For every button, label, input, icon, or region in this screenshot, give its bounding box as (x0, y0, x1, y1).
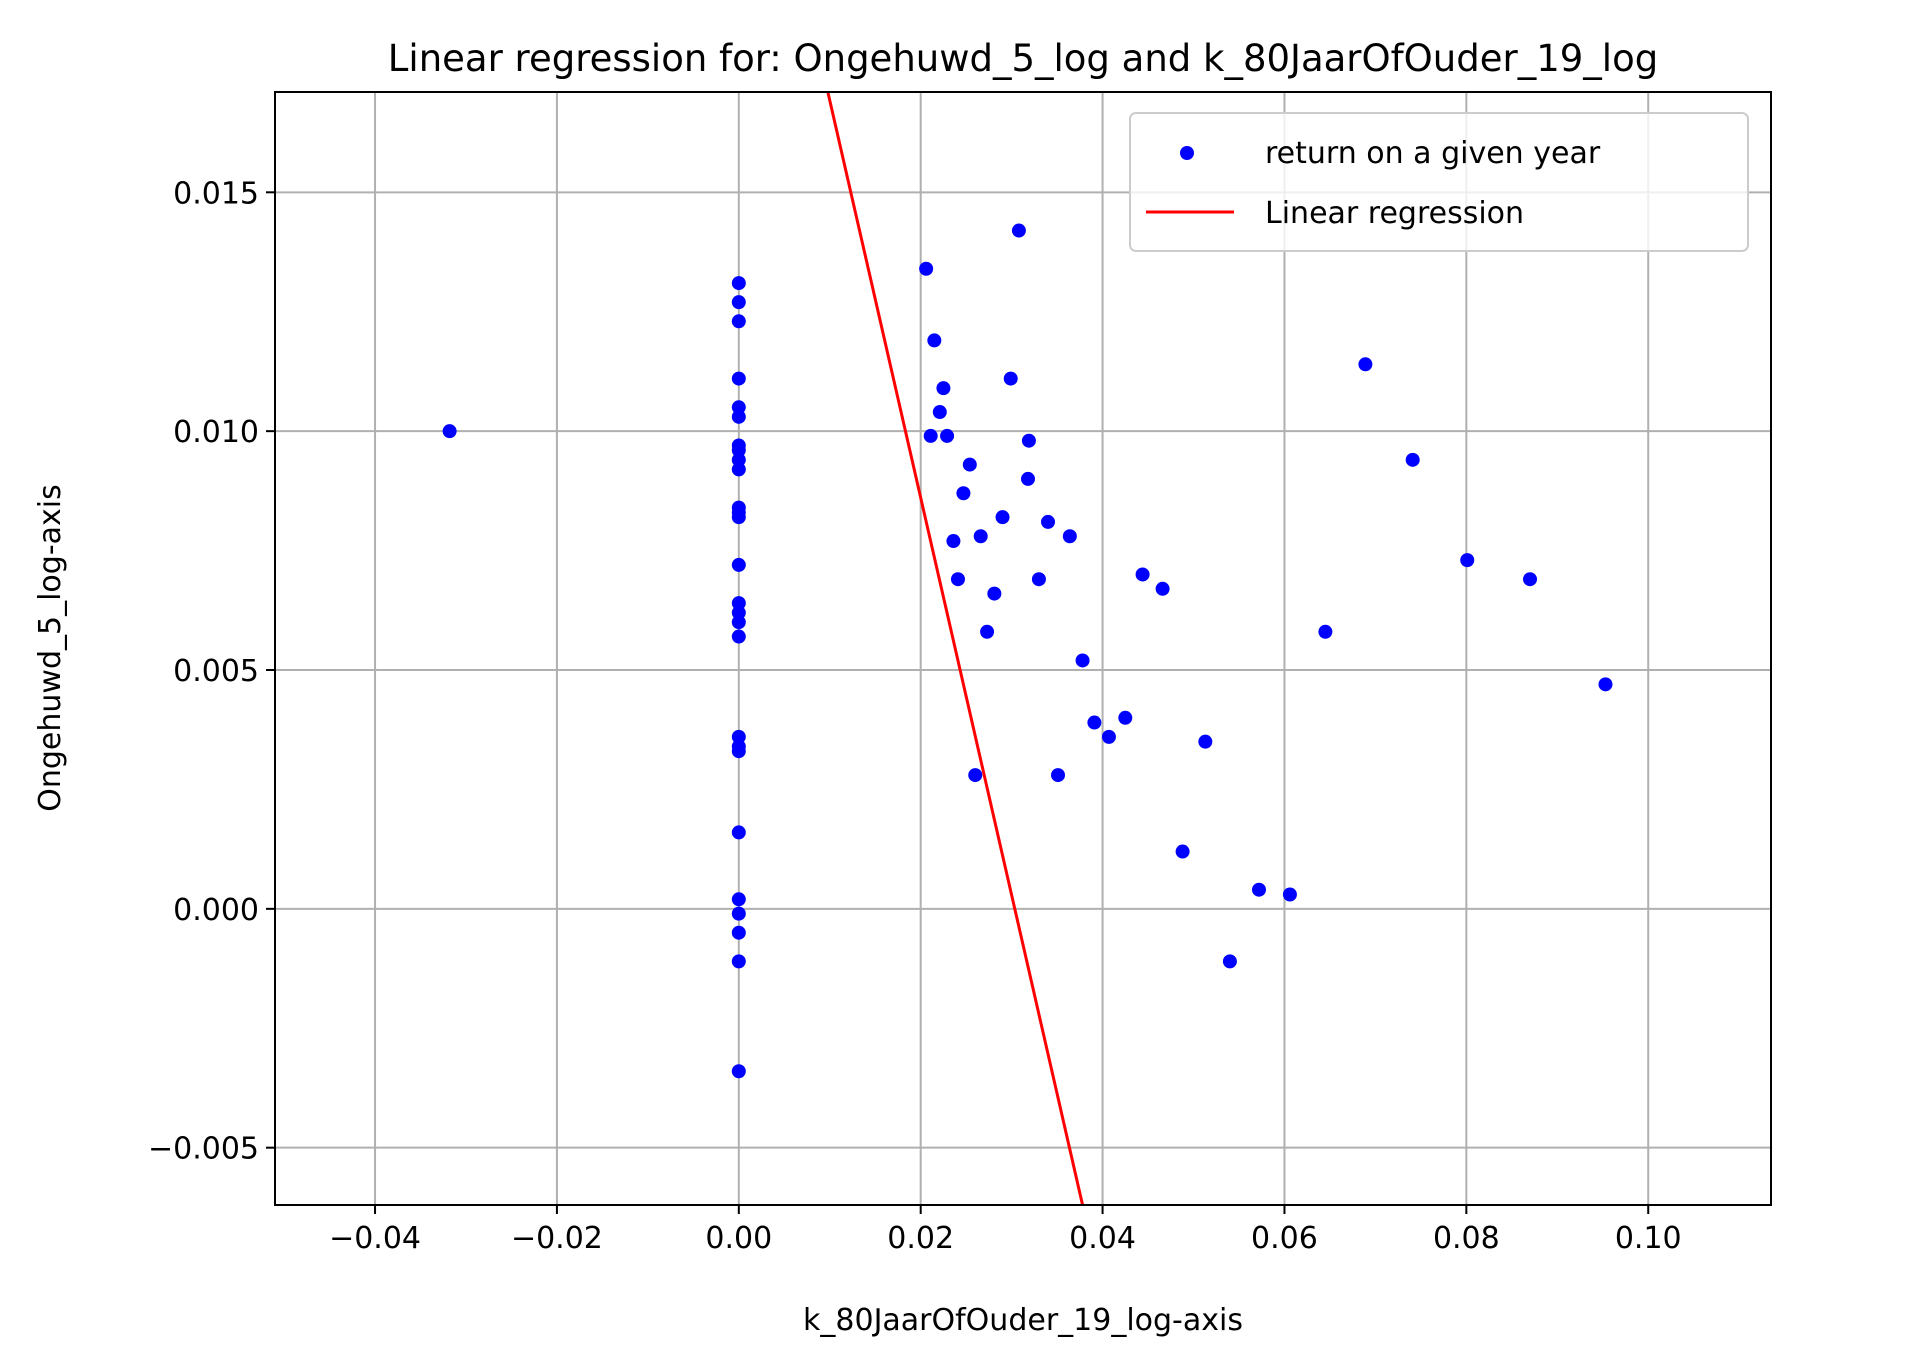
regression-line (826, 91, 1085, 1206)
data-point (731, 276, 746, 291)
data-point (731, 409, 746, 424)
y-tick-label: 0.005 (173, 654, 259, 689)
data-point (731, 925, 746, 940)
data-point (936, 381, 951, 396)
data-point (1155, 581, 1170, 596)
data-point (932, 405, 947, 420)
y-tick-label: 0.000 (173, 893, 259, 928)
data-point (919, 261, 934, 276)
y-tick-label: 0.015 (173, 176, 259, 211)
data-point (1075, 653, 1090, 668)
data-point (1051, 768, 1066, 783)
data-point (946, 534, 961, 549)
x-tick-label: 0.06 (1251, 1221, 1318, 1256)
data-point (1011, 223, 1026, 238)
x-tick-label: −0.02 (511, 1221, 603, 1256)
x-tick-label: 0.10 (1615, 1221, 1682, 1256)
y-axis-ticks: −0.005 0.000 0.005 0.010 0.015 (148, 176, 275, 1167)
y-axis-label: Ongehuwd_5_log-axis (33, 484, 68, 811)
data-point (731, 954, 746, 969)
plot-area (442, 91, 1613, 1206)
data-point (731, 906, 746, 921)
data-point (980, 624, 995, 639)
legend-label-scatter: return on a given year (1265, 136, 1601, 171)
data-point (968, 768, 983, 783)
data-point (731, 629, 746, 644)
data-point (731, 825, 746, 840)
data-point (950, 572, 965, 587)
data-point (1222, 954, 1237, 969)
y-tick-label: −0.005 (148, 1132, 259, 1167)
data-point (731, 314, 746, 329)
data-point (940, 428, 955, 443)
data-point (1460, 553, 1475, 568)
x-tick-label: 0.08 (1433, 1221, 1500, 1256)
legend-label-line: Linear regression (1265, 196, 1524, 231)
data-point (731, 1064, 746, 1079)
data-point (1282, 887, 1297, 902)
x-tick-label: 0.04 (1069, 1221, 1136, 1256)
legend-box (1129, 112, 1749, 252)
data-point (1031, 572, 1046, 587)
data-point (1021, 471, 1036, 486)
data-point (731, 510, 746, 525)
data-point (731, 295, 746, 310)
grid-lines (275, 92, 1771, 1205)
data-point (1101, 729, 1116, 744)
data-point (1003, 371, 1018, 386)
x-axis-label: k_80JaarOfOuder_19_log-axis (803, 1303, 1243, 1338)
data-point (1118, 710, 1133, 725)
data-point (442, 424, 457, 439)
data-point (1135, 567, 1150, 582)
data-point (731, 462, 746, 477)
plot-frame (274, 91, 1772, 1206)
data-point (1598, 677, 1613, 692)
data-point (1062, 529, 1077, 544)
legend: return on a given year Linear regression (1129, 112, 1749, 252)
data-point (731, 744, 746, 759)
x-tick-label: 0.02 (887, 1221, 954, 1256)
data-point (1175, 844, 1190, 859)
chart-title: Linear regression for: Ongehuwd_5_log an… (388, 37, 1658, 80)
data-point (1251, 882, 1266, 897)
data-point (1041, 514, 1056, 529)
x-tick-label: −0.04 (329, 1221, 421, 1256)
data-point (956, 486, 971, 501)
x-tick-label: 0.00 (705, 1221, 772, 1256)
data-point (731, 371, 746, 386)
data-point (1405, 452, 1420, 467)
y-tick-label: 0.010 (173, 415, 259, 450)
data-point (1358, 357, 1373, 372)
data-point (962, 457, 977, 472)
data-point (927, 333, 942, 348)
data-point (1318, 624, 1333, 639)
data-point (731, 615, 746, 630)
x-axis-ticks: −0.04 −0.02 0.00 0.02 0.04 0.06 0.08 0.10 (329, 1205, 1682, 1256)
data-point (923, 428, 938, 443)
data-point (1087, 715, 1102, 730)
data-point (987, 586, 1002, 601)
data-point (995, 510, 1010, 525)
data-point (731, 892, 746, 907)
data-point (1523, 572, 1538, 587)
data-point (1021, 433, 1036, 448)
legend-marker-scatter (1180, 146, 1194, 160)
data-point (973, 529, 988, 544)
data-point (731, 557, 746, 572)
data-point (1198, 734, 1213, 749)
